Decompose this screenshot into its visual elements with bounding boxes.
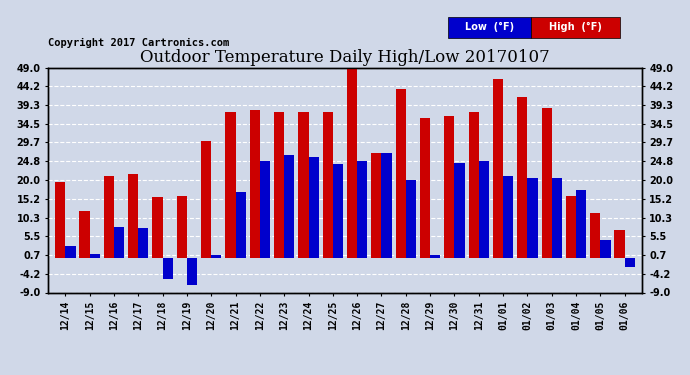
Bar bbox=[395, 89, 406, 258]
Bar bbox=[138, 228, 148, 258]
Bar bbox=[226, 112, 235, 258]
Bar bbox=[128, 174, 138, 258]
Bar bbox=[235, 192, 246, 258]
Bar bbox=[79, 211, 90, 258]
Bar bbox=[260, 160, 270, 258]
Bar bbox=[624, 258, 635, 267]
FancyBboxPatch shape bbox=[531, 17, 620, 38]
Bar bbox=[284, 155, 295, 258]
Bar bbox=[90, 254, 100, 258]
Bar bbox=[420, 118, 430, 258]
Bar bbox=[201, 141, 211, 258]
Bar bbox=[527, 178, 538, 258]
Bar bbox=[444, 116, 455, 258]
Bar bbox=[163, 258, 172, 279]
Bar bbox=[552, 178, 562, 258]
Bar bbox=[566, 195, 576, 258]
Bar bbox=[503, 176, 513, 258]
Bar bbox=[114, 226, 124, 258]
Bar bbox=[250, 110, 260, 258]
Bar bbox=[152, 198, 163, 258]
Bar bbox=[333, 165, 343, 258]
Bar bbox=[518, 97, 527, 258]
Bar bbox=[274, 112, 284, 258]
Bar bbox=[323, 112, 333, 258]
Bar bbox=[600, 240, 611, 258]
Bar bbox=[211, 255, 221, 258]
FancyBboxPatch shape bbox=[448, 17, 531, 38]
Bar bbox=[66, 246, 75, 258]
Text: High  (°F): High (°F) bbox=[549, 22, 602, 32]
Bar bbox=[55, 182, 66, 258]
Bar bbox=[357, 160, 367, 258]
Bar bbox=[493, 79, 503, 258]
Bar bbox=[469, 112, 479, 258]
Text: Copyright 2017 Cartronics.com: Copyright 2017 Cartronics.com bbox=[48, 38, 230, 48]
Bar bbox=[187, 258, 197, 285]
Bar bbox=[177, 195, 187, 258]
Bar bbox=[382, 153, 392, 258]
Title: Outdoor Temperature Daily High/Low 20170107: Outdoor Temperature Daily High/Low 20170… bbox=[140, 49, 550, 66]
Bar bbox=[347, 69, 357, 258]
Bar bbox=[298, 112, 308, 258]
Bar bbox=[479, 160, 489, 258]
Bar bbox=[308, 157, 319, 258]
Bar bbox=[430, 255, 440, 258]
Bar bbox=[455, 162, 464, 258]
Bar bbox=[371, 153, 382, 258]
Bar bbox=[104, 176, 114, 258]
Bar bbox=[590, 213, 600, 258]
Bar bbox=[576, 190, 586, 258]
Bar bbox=[615, 230, 624, 258]
Text: Low  (°F): Low (°F) bbox=[464, 22, 514, 32]
Bar bbox=[542, 108, 552, 258]
Bar bbox=[406, 180, 416, 258]
